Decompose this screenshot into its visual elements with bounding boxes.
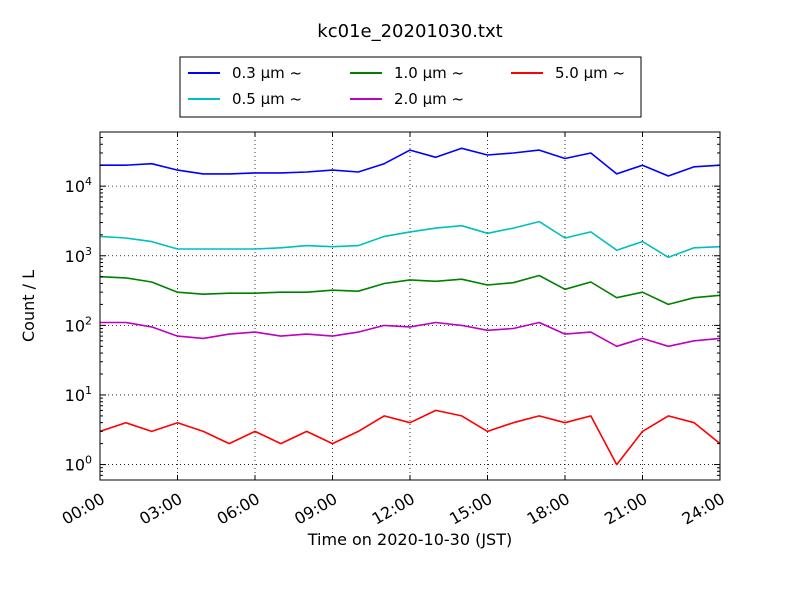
legend-box [179, 56, 642, 118]
series-line-3 [99, 274, 721, 306]
y-tick-label: 101 [65, 384, 92, 405]
legend-label-2: 0.5 μm ~ [232, 90, 302, 108]
legend-label-5: 5.0 μm ~ [555, 64, 625, 82]
series-line-5 [99, 409, 721, 466]
y-tick-label: 100 [65, 454, 92, 475]
series-line-2 [99, 220, 721, 259]
y-axis: 100 101 102 103 104 [65, 131, 720, 481]
legend: 0.3 μm ~ 0.5 μm ~ 1.0 μm ~ 2.0 μm ~ 5.0 μm ~ [179, 56, 642, 118]
plot-area [99, 147, 721, 466]
series-line-1 [100, 147, 721, 177]
chart-title: kc01e_20201030.txt [317, 21, 502, 42]
y-tick-label: 102 [65, 314, 92, 335]
legend-label-1: 0.3 μm ~ [232, 64, 302, 82]
legend-label-3: 1.0 μm ~ [394, 64, 464, 82]
series-line-4 [100, 321, 721, 348]
x-axis-label: Time on 2020-10-30 (JST) [307, 530, 512, 549]
y-tick-label: 103 [65, 245, 92, 266]
y-axis-label: Count / L [19, 270, 38, 342]
legend-label-4: 2.0 μm ~ [394, 90, 464, 108]
y-tick-label: 104 [65, 175, 92, 196]
